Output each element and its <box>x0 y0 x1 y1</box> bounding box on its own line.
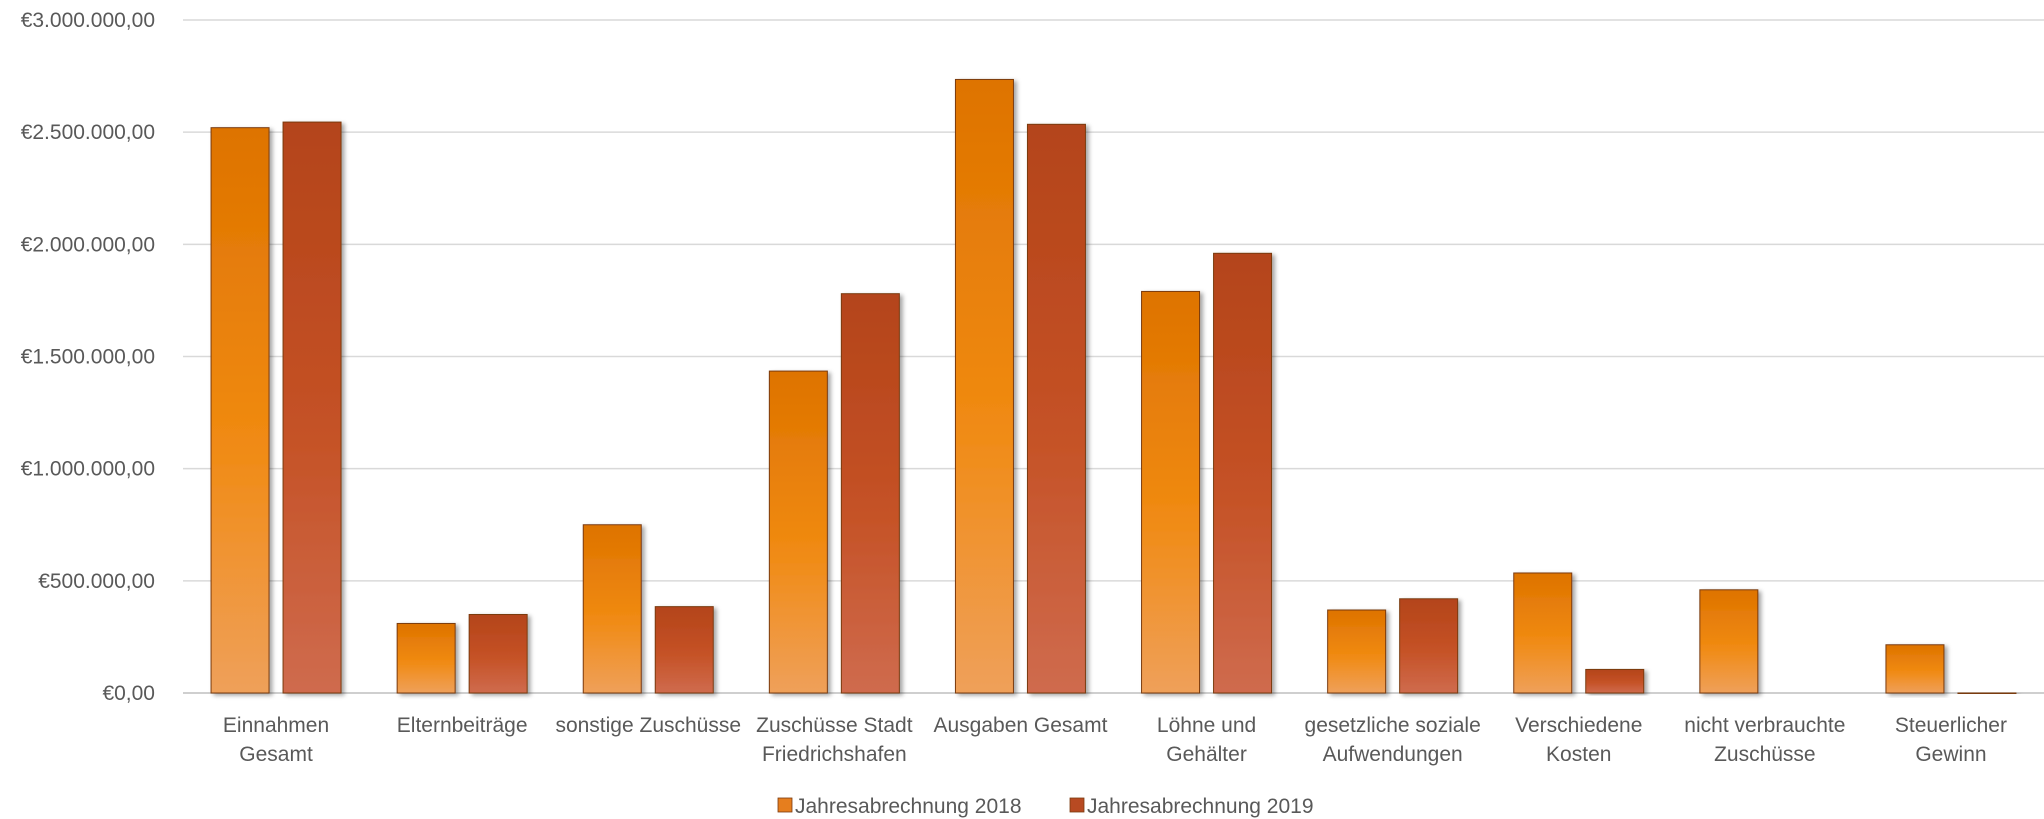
x-category-label: Steuerlicher <box>1895 714 2007 737</box>
x-category-label: Einnahmen <box>223 714 329 737</box>
x-category-label: Löhne und <box>1157 714 1256 737</box>
x-category-label: Ausgaben Gesamt <box>933 714 1107 737</box>
x-category-label: Elternbeiträge <box>397 714 528 737</box>
x-category-label: Gehälter <box>1166 743 1247 766</box>
bar-2018 <box>582 524 642 694</box>
bar-2018 <box>1327 609 1387 694</box>
legend-label: Jahresabrechnung 2018 <box>795 795 1022 818</box>
bar-2018 <box>1513 572 1573 694</box>
y-axis-ticks: €0,00 €500.000,00 €1.000.000,00 €1.500.000,… <box>21 9 155 705</box>
y-tick-label: €3.000.000,00 <box>21 9 155 32</box>
y-tick-label: €2.000.000,00 <box>21 233 155 256</box>
legend-swatch <box>1069 797 1085 813</box>
x-category-label: Friedrichshafen <box>762 743 907 766</box>
bar-2019 <box>654 606 714 694</box>
x-category-label: Verschiedene <box>1515 714 1642 737</box>
bar-2019 <box>282 121 342 694</box>
legend: Jahresabrechnung 2018 Jahresabrechnung 20… <box>777 795 1314 818</box>
y-tick-label: €1.500.000,00 <box>21 346 155 369</box>
bar-2019 <box>1957 692 2017 695</box>
y-tick-label: €1.000.000,00 <box>21 458 155 481</box>
bar-2019 <box>1026 123 1086 694</box>
gridlines <box>183 19 2044 694</box>
x-category-label: sonstige Zuschüsse <box>555 714 741 737</box>
bar-2019 <box>1213 252 1273 694</box>
bar-2019 <box>840 293 900 694</box>
bars <box>210 78 2017 695</box>
x-category-label: Gesamt <box>239 743 313 766</box>
x-category-label: Zuschüsse <box>1714 743 1816 766</box>
x-category-label: nicht verbrauchte <box>1684 714 1845 737</box>
x-axis-categories: Einnahmen Gesamt Elternbeiträge sonstige Zu… <box>223 714 2007 766</box>
bar-2018 <box>396 622 456 694</box>
y-tick-label: €2.500.000,00 <box>21 121 155 144</box>
bar-2018 <box>768 370 828 694</box>
x-category-label: Gewinn <box>1915 743 1986 766</box>
bar-2018 <box>210 127 270 694</box>
y-tick-label: €500.000,00 <box>38 570 155 593</box>
legend-swatch <box>777 797 793 813</box>
bar-2019 <box>1585 668 1645 694</box>
x-category-label: gesetzliche soziale <box>1305 714 1481 737</box>
legend-label: Jahresabrechnung 2019 <box>1087 795 1314 818</box>
bar-2019 <box>1399 598 1459 694</box>
x-category-label: Zuschüsse Stadt <box>756 714 913 737</box>
bar-2018 <box>1885 644 1945 694</box>
bar-2018 <box>1699 589 1759 694</box>
bar-2019 <box>468 613 528 694</box>
bar-2018 <box>1141 290 1201 694</box>
x-category-label: Kosten <box>1546 743 1611 766</box>
x-category-label: Aufwendungen <box>1323 743 1463 766</box>
bar-2018 <box>954 78 1014 694</box>
y-tick-label: €0,00 <box>102 682 155 705</box>
